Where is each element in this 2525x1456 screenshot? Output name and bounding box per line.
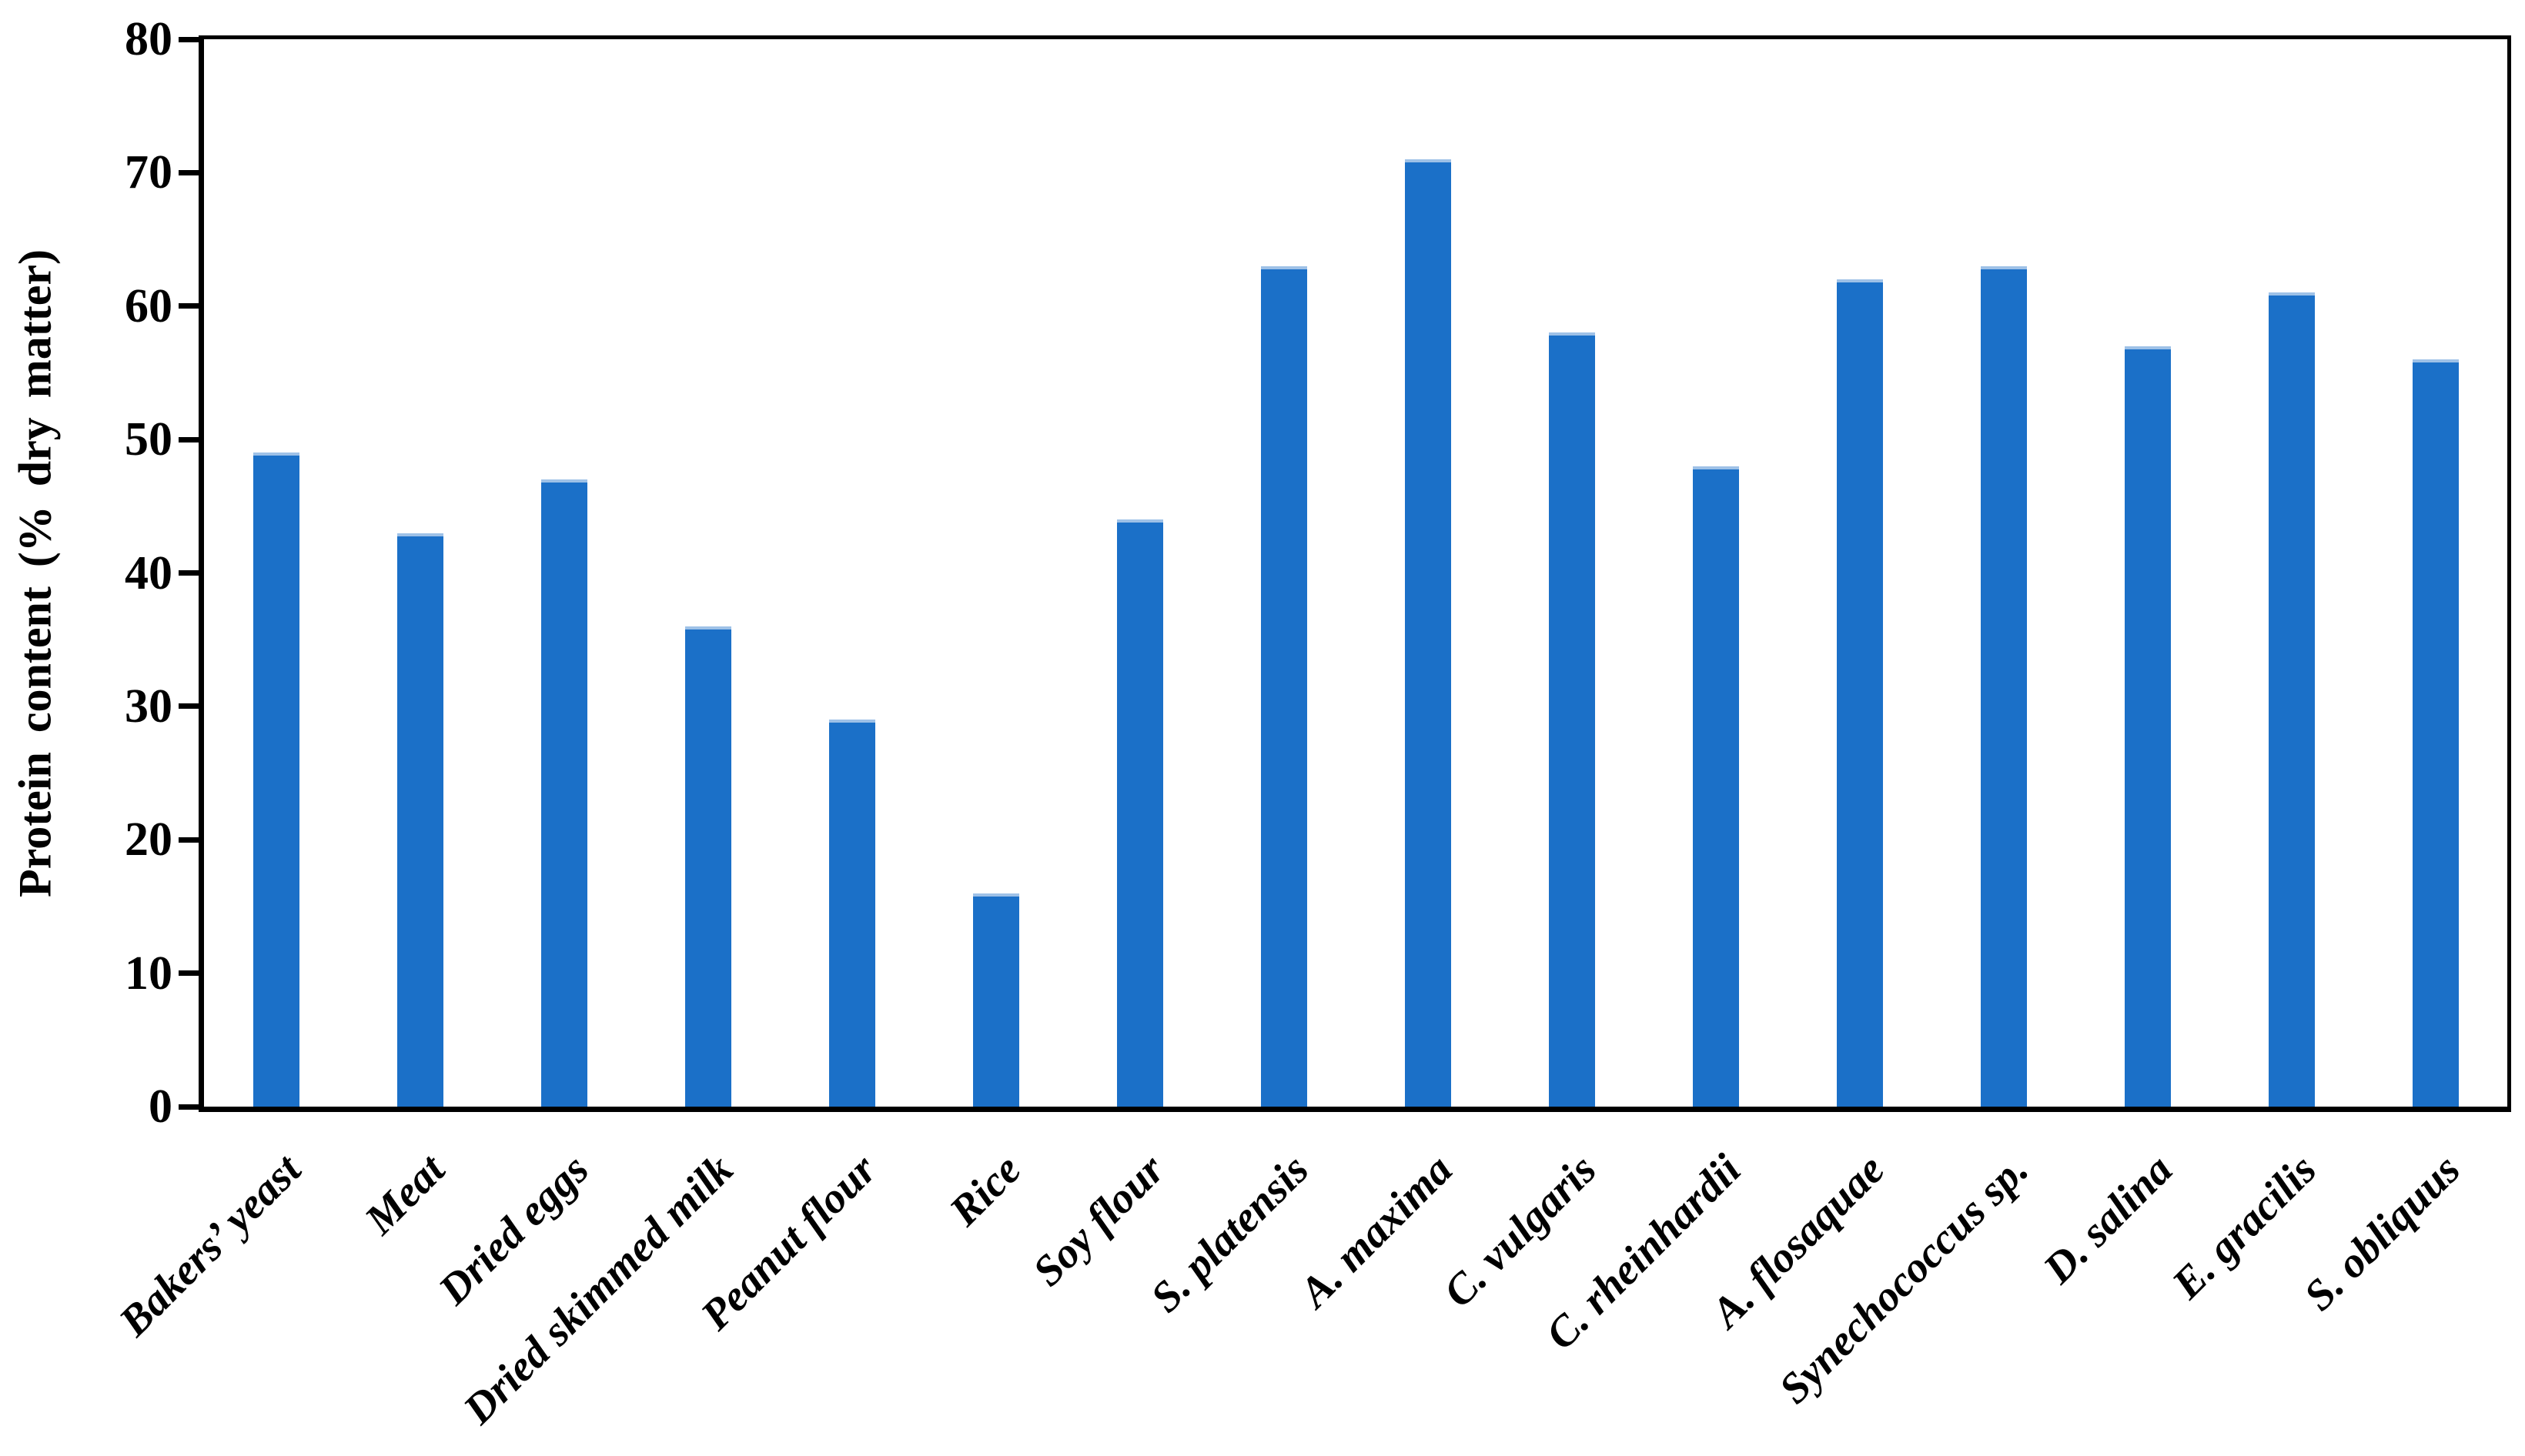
- x-category-label: Synechococcus sp.: [1770, 1145, 2038, 1414]
- y-tick-mark: [179, 303, 199, 309]
- y-tick-label: 70: [125, 146, 172, 199]
- bar: [2124, 346, 2171, 1107]
- x-category-label: A. maxima: [1290, 1145, 1463, 1317]
- y-tick-label: 50: [125, 413, 172, 466]
- y-tick-mark: [179, 37, 199, 42]
- y-tick-label: 30: [125, 680, 172, 733]
- y-tick-label: 80: [125, 13, 172, 65]
- bar: [1260, 265, 1307, 1107]
- bar: [684, 626, 731, 1107]
- bar: [1548, 332, 1595, 1107]
- bar: [1404, 159, 1451, 1107]
- x-category-label: Bakers’ yeast: [110, 1145, 311, 1346]
- x-category-label: S. obliquus: [2295, 1145, 2470, 1321]
- y-tick-mark: [179, 437, 199, 442]
- bar: [1836, 279, 1883, 1107]
- bar: [972, 893, 1019, 1107]
- y-tick-mark: [179, 970, 199, 976]
- y-tick-label: 60: [125, 280, 172, 332]
- x-category-label: Meat: [356, 1145, 455, 1244]
- y-tick-label: 40: [125, 547, 172, 599]
- bar: [2268, 292, 2315, 1107]
- y-tick-label: 0: [149, 1080, 172, 1133]
- bar: [1692, 466, 1739, 1107]
- bar: [396, 533, 443, 1107]
- y-tick-label: 20: [125, 813, 172, 866]
- x-category-label: Dried skimmed milk: [454, 1145, 743, 1434]
- y-tick-mark: [179, 703, 199, 709]
- x-category-label: D. salina: [2034, 1145, 2182, 1293]
- y-tick-mark: [179, 170, 199, 175]
- x-category-label: S. platensis: [1142, 1145, 1319, 1322]
- bar: [828, 720, 875, 1107]
- y-tick-mark: [179, 1104, 199, 1110]
- y-tick-label: 10: [125, 947, 172, 1000]
- bars-layer: [204, 39, 2507, 1107]
- x-category-label: Rice: [940, 1145, 1031, 1236]
- bar: [540, 479, 587, 1107]
- x-axis-category-labels: Bakers’ yeast Meat Dried eggs Dried skimmed…: [110, 1145, 2507, 1456]
- bar: [1116, 519, 1163, 1107]
- bar: [1980, 265, 2027, 1107]
- bar: [2412, 359, 2459, 1107]
- bar: [252, 452, 299, 1107]
- y-tick-mark: [179, 837, 199, 843]
- x-category-label: Soy flour: [1024, 1145, 1175, 1296]
- y-tick-mark: [179, 570, 199, 576]
